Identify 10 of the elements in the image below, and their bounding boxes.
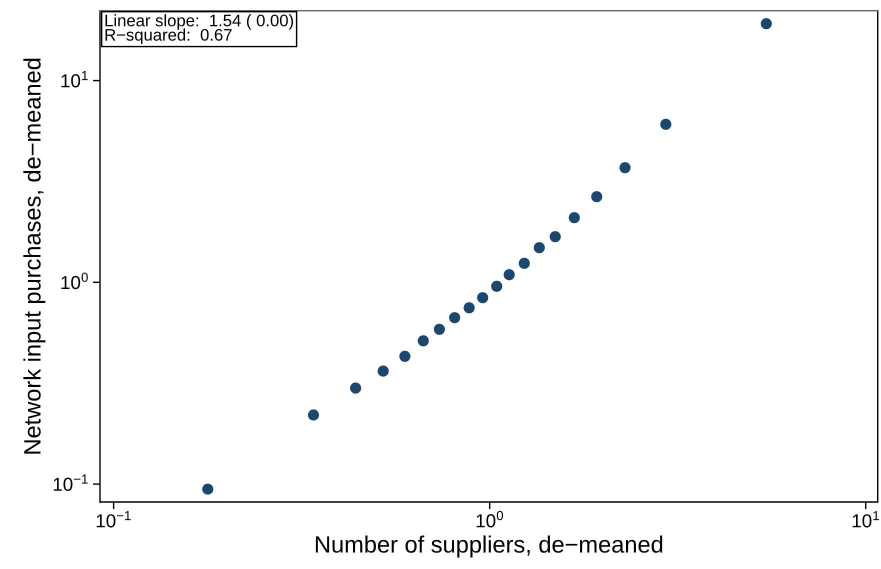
annotation: R−squared: 0.67	[106, 28, 232, 44]
x-tick-label: 10$^{1}$	[852, 511, 879, 528]
x-axis-title: Number of suppliers, de−meaned	[316, 535, 662, 558]
y-tick-label: 10$^{1}$	[61, 71, 88, 88]
y-tick-label: 10$^{−1}$	[54, 474, 88, 491]
x-tick-label: 10$^{−1}$	[96, 511, 131, 528]
y-axis-title: Network input purchases, de−meaned	[23, 58, 46, 454]
y-tick-label: 10$^{0}$	[61, 272, 88, 290]
annotation: Linear slope: 1.54 ( 0.00)	[106, 14, 294, 30]
x-tick-label: 10$^{0}$	[476, 510, 504, 528]
